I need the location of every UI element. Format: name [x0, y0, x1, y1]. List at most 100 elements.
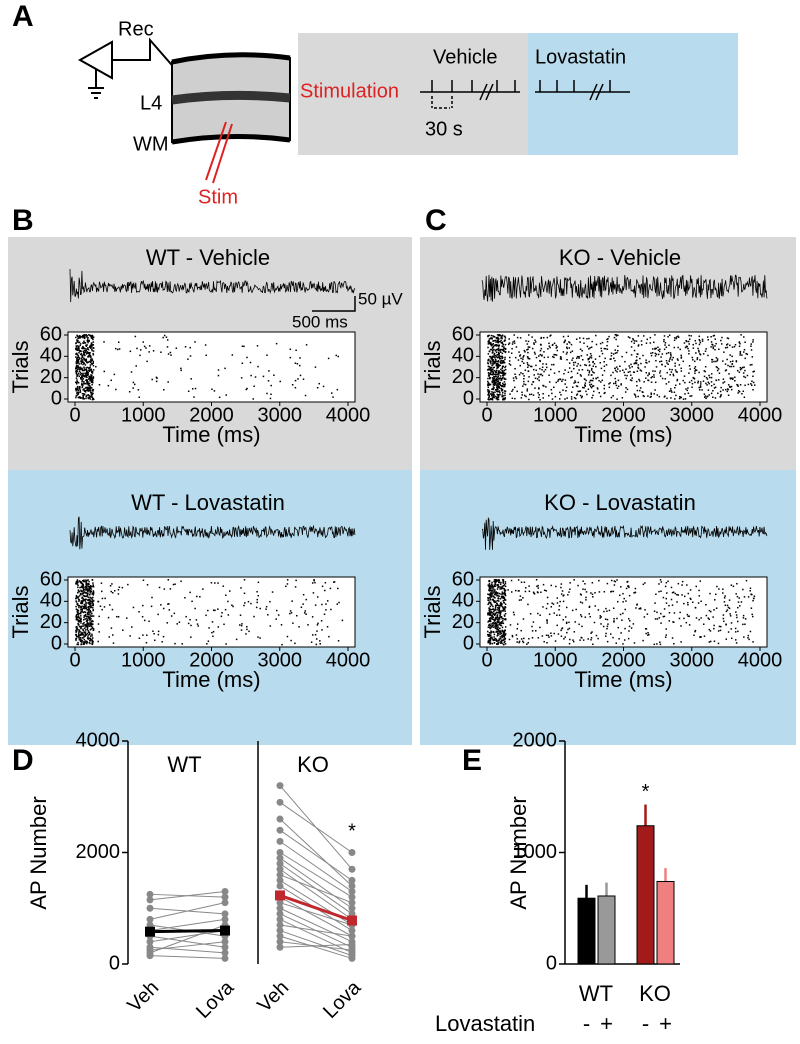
spike-texture	[532, 394, 535, 396]
spike-texture	[92, 620, 94, 623]
spike-texture	[115, 388, 117, 391]
spike-texture	[503, 378, 506, 380]
pair-point	[276, 849, 284, 856]
spike-texture	[89, 635, 92, 637]
spike-texture	[549, 368, 552, 371]
spike-texture	[82, 628, 84, 630]
spike-texture	[77, 613, 79, 616]
spike-texture	[496, 625, 498, 627]
spike-texture	[499, 605, 501, 607]
spike-texture	[256, 598, 259, 601]
scale-bar	[312, 296, 356, 312]
spike-texture	[88, 641, 91, 644]
spike-texture	[498, 610, 500, 612]
spike-texture	[78, 617, 81, 619]
spike-texture	[723, 601, 726, 603]
spike-texture	[89, 619, 92, 621]
spike-texture	[569, 638, 571, 641]
spike-texture	[568, 591, 570, 593]
spike-texture	[670, 397, 672, 399]
spike-texture	[498, 607, 500, 609]
spike-texture	[704, 350, 707, 352]
spike-texture	[712, 335, 715, 337]
spike-texture	[599, 617, 601, 619]
spike-texture	[492, 379, 494, 381]
spike-texture	[275, 609, 278, 612]
spike-texture	[628, 625, 631, 628]
spike-texture	[488, 368, 490, 370]
spike-texture	[747, 637, 749, 639]
spike-texture	[321, 585, 324, 588]
spike-texture	[722, 360, 724, 362]
spike-texture	[82, 623, 85, 625]
spike-texture	[501, 385, 503, 388]
pair-point	[348, 876, 356, 884]
spike-texture	[257, 365, 259, 368]
spike-texture	[532, 381, 535, 383]
spike-texture	[492, 343, 494, 345]
spike-texture	[590, 386, 593, 389]
spike-texture	[83, 638, 86, 641]
spike-texture	[77, 591, 79, 594]
spike-texture	[491, 616, 494, 618]
spike-texture	[520, 638, 523, 640]
spike-texture	[638, 380, 641, 382]
spike-texture	[134, 383, 136, 386]
spike-texture	[651, 348, 654, 350]
spike-texture	[281, 643, 283, 646]
spike-texture	[170, 354, 172, 356]
spike-texture	[727, 606, 730, 609]
spike-texture	[488, 365, 490, 368]
spike-texture	[80, 622, 82, 624]
spike-texture	[668, 390, 671, 393]
spike-texture	[562, 600, 565, 603]
spike-texture	[498, 344, 500, 346]
spike-texture	[553, 356, 555, 359]
spike-texture	[513, 340, 516, 342]
spike-texture	[497, 353, 500, 355]
spike-texture	[665, 634, 667, 636]
spike-texture	[670, 371, 673, 373]
spike-texture	[595, 634, 598, 637]
spike-texture	[519, 595, 522, 597]
spike-texture	[82, 334, 84, 337]
spike-texture	[491, 391, 493, 393]
spike-texture	[555, 347, 558, 349]
spike-texture	[570, 343, 573, 346]
spike-texture	[81, 368, 83, 371]
spike-texture	[614, 352, 617, 354]
spike-texture	[531, 383, 533, 386]
spike-texture	[217, 369, 220, 371]
pair-point	[276, 904, 284, 912]
spike-texture	[78, 348, 80, 350]
pair-line	[279, 935, 353, 959]
spike-texture	[727, 631, 730, 633]
spike-texture	[504, 599, 506, 601]
spike-texture	[77, 361, 79, 364]
spike-texture	[594, 358, 597, 360]
spike-texture	[644, 609, 646, 611]
spike-texture	[178, 621, 181, 623]
spike-texture	[504, 385, 506, 388]
spike-texture	[312, 592, 315, 594]
spike-texture	[739, 384, 742, 386]
spike-texture	[296, 363, 299, 365]
spike-texture	[174, 583, 176, 585]
spike-texture	[750, 383, 752, 385]
spike-texture	[199, 595, 201, 598]
spike-texture	[564, 636, 566, 638]
spike-texture	[585, 390, 587, 393]
spike-texture	[625, 377, 628, 380]
spike-texture	[316, 624, 319, 626]
spike-texture	[224, 367, 226, 370]
spike-texture	[662, 615, 665, 618]
spike-texture	[540, 344, 542, 346]
spike-texture	[490, 362, 492, 365]
spike-texture	[491, 593, 493, 595]
spike-texture	[684, 346, 687, 349]
spike-texture	[501, 595, 503, 597]
spike-texture	[726, 343, 729, 345]
spike-texture	[280, 624, 283, 626]
spike-texture	[84, 595, 87, 598]
spike-texture	[669, 356, 672, 359]
